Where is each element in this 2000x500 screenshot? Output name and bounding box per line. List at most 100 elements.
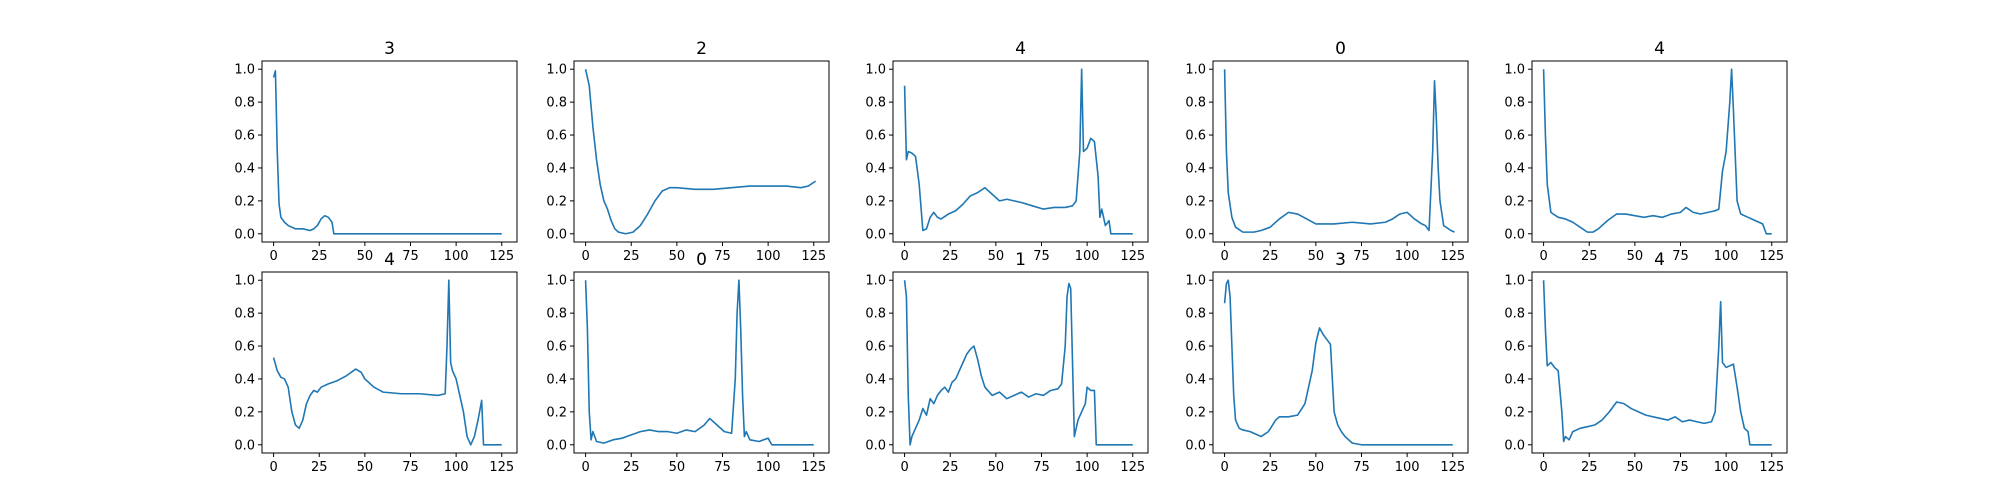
x-tick-label: 0 xyxy=(900,460,908,475)
axes-frame xyxy=(261,271,518,454)
y-tick-label: 0.4 xyxy=(865,372,886,387)
y-tick-label: 0.8 xyxy=(234,307,255,322)
x-tick-label: 75 xyxy=(1672,249,1689,264)
subplot-title: 4 xyxy=(1654,39,1665,59)
x-tick-label: 25 xyxy=(942,249,959,264)
x-tick-label: 75 xyxy=(1033,460,1050,475)
x-tick-label: 50 xyxy=(1308,460,1325,475)
x-tick-label: 0 xyxy=(1539,460,1547,475)
subplot-8: 1 0 25 50 75 100 125 0.0 0.2 0.4 0.6 0.8 1.0 xyxy=(865,250,1149,475)
series-line-1 xyxy=(584,69,817,235)
y-tick-label: 0.6 xyxy=(1185,340,1206,355)
y-tick-label: 0.0 xyxy=(546,438,567,453)
y-tick-label: 0.4 xyxy=(1185,372,1206,387)
subplot-title: 4 xyxy=(384,250,395,270)
x-tick-label: 100 xyxy=(1075,460,1100,475)
subplot-1: 3 0 25 50 75 100 125 0.0 0.2 0.4 0.6 0.8 1.0 xyxy=(234,39,518,264)
subplot-title: 3 xyxy=(1335,250,1346,270)
x-tick-label: 50 xyxy=(357,249,374,264)
axes-frame xyxy=(1212,271,1469,454)
x-tick-label: 25 xyxy=(623,460,640,475)
x-tick-label: 0 xyxy=(581,460,589,475)
x-tick-label: 0 xyxy=(900,249,908,264)
y-tick-label: 0.4 xyxy=(234,161,255,176)
subplot-6: 4 0 25 50 75 100 125 0.0 0.2 0.4 0.6 0.8 1.0 xyxy=(234,250,518,475)
x-tick-label: 25 xyxy=(311,460,328,475)
y-tick-label: 0.0 xyxy=(1185,438,1206,453)
x-tick-label: 25 xyxy=(623,249,640,264)
y-tick-label: 0.0 xyxy=(234,227,255,242)
x-tick-label: 75 xyxy=(714,249,731,264)
y-tick-label: 0.8 xyxy=(546,96,567,111)
y-tick-label: 0.2 xyxy=(865,405,886,420)
x-tick-label: 0 xyxy=(581,249,589,264)
axes-frame xyxy=(261,60,518,243)
subplot-9: 3 0 25 50 75 100 125 0.0 0.2 0.4 0.6 0.8 1.0 xyxy=(1185,250,1469,475)
x-tick-label: 125 xyxy=(489,460,514,475)
y-tick-label: 0.0 xyxy=(234,438,255,453)
x-tick-label: 50 xyxy=(988,460,1005,475)
series-line-1 xyxy=(1542,68,1772,235)
x-tick-label: 25 xyxy=(1581,249,1598,264)
y-tick-label: 1.0 xyxy=(1185,63,1206,78)
y-tick-label: 0.8 xyxy=(234,96,255,111)
y-tick-label: 0.0 xyxy=(1504,227,1525,242)
y-tick-label: 0.8 xyxy=(1504,307,1525,322)
x-tick-label: 125 xyxy=(1440,249,1465,264)
x-tick-label: 25 xyxy=(942,460,959,475)
series-line-1 xyxy=(1223,69,1455,233)
x-tick-label: 125 xyxy=(1120,249,1145,264)
y-tick-label: 0.6 xyxy=(546,340,567,355)
x-tick-label: 100 xyxy=(444,249,469,264)
x-tick-label: 125 xyxy=(489,249,514,264)
x-tick-label: 50 xyxy=(357,460,374,475)
y-tick-label: 1.0 xyxy=(546,63,567,78)
y-tick-label: 0.8 xyxy=(1185,307,1206,322)
subplot-3: 4 0 25 50 75 100 125 0.0 0.2 0.4 0.6 0.8 1.0 xyxy=(865,39,1149,264)
x-tick-label: 25 xyxy=(311,249,328,264)
series-line-1 xyxy=(1223,279,1453,446)
x-tick-label: 25 xyxy=(1262,460,1279,475)
subplot-title: 0 xyxy=(1335,39,1346,59)
series-line-1 xyxy=(1542,280,1772,446)
subplot-2: 2 0 25 50 75 100 125 0.0 0.2 0.4 0.6 0.8 1.0 xyxy=(546,39,830,264)
axes-frame xyxy=(1531,271,1788,454)
y-tick-label: 1.0 xyxy=(546,274,567,289)
x-tick-label: 50 xyxy=(1627,249,1644,264)
y-tick-label: 1.0 xyxy=(865,274,886,289)
x-tick-label: 75 xyxy=(1672,460,1689,475)
x-tick-label: 125 xyxy=(1759,249,1784,264)
series-line-1 xyxy=(903,68,1133,235)
subplot-title: 3 xyxy=(384,39,395,59)
y-tick-label: 0.4 xyxy=(234,372,255,387)
x-tick-label: 100 xyxy=(1714,460,1739,475)
y-tick-label: 0.2 xyxy=(865,194,886,209)
subplot-7: 0 0 25 50 75 100 125 0.0 0.2 0.4 0.6 0.8 1.0 xyxy=(546,250,830,475)
axes-frame xyxy=(1212,60,1469,243)
subplot-title: 0 xyxy=(696,250,707,270)
y-tick-label: 0.8 xyxy=(865,96,886,111)
x-tick-label: 100 xyxy=(756,460,781,475)
x-tick-label: 100 xyxy=(444,460,469,475)
x-tick-label: 50 xyxy=(1308,249,1325,264)
y-tick-label: 0.2 xyxy=(546,194,567,209)
y-tick-label: 0.2 xyxy=(234,405,255,420)
axes-frame xyxy=(573,271,830,454)
x-tick-label: 75 xyxy=(1353,249,1370,264)
subplot-title: 4 xyxy=(1015,39,1026,59)
y-tick-label: 0.6 xyxy=(234,129,255,144)
y-tick-label: 0.0 xyxy=(865,227,886,242)
x-tick-label: 75 xyxy=(1353,460,1370,475)
y-tick-label: 0.2 xyxy=(234,194,255,209)
x-tick-label: 100 xyxy=(1714,249,1739,264)
y-tick-label: 0.8 xyxy=(1185,96,1206,111)
axes-frame xyxy=(892,60,1149,243)
y-tick-label: 0.4 xyxy=(1504,372,1525,387)
y-tick-label: 0.0 xyxy=(1504,438,1525,453)
y-tick-label: 0.6 xyxy=(1185,129,1206,144)
x-tick-label: 50 xyxy=(988,249,1005,264)
y-tick-label: 0.8 xyxy=(865,307,886,322)
x-tick-label: 0 xyxy=(269,249,277,264)
x-tick-label: 0 xyxy=(1539,249,1547,264)
